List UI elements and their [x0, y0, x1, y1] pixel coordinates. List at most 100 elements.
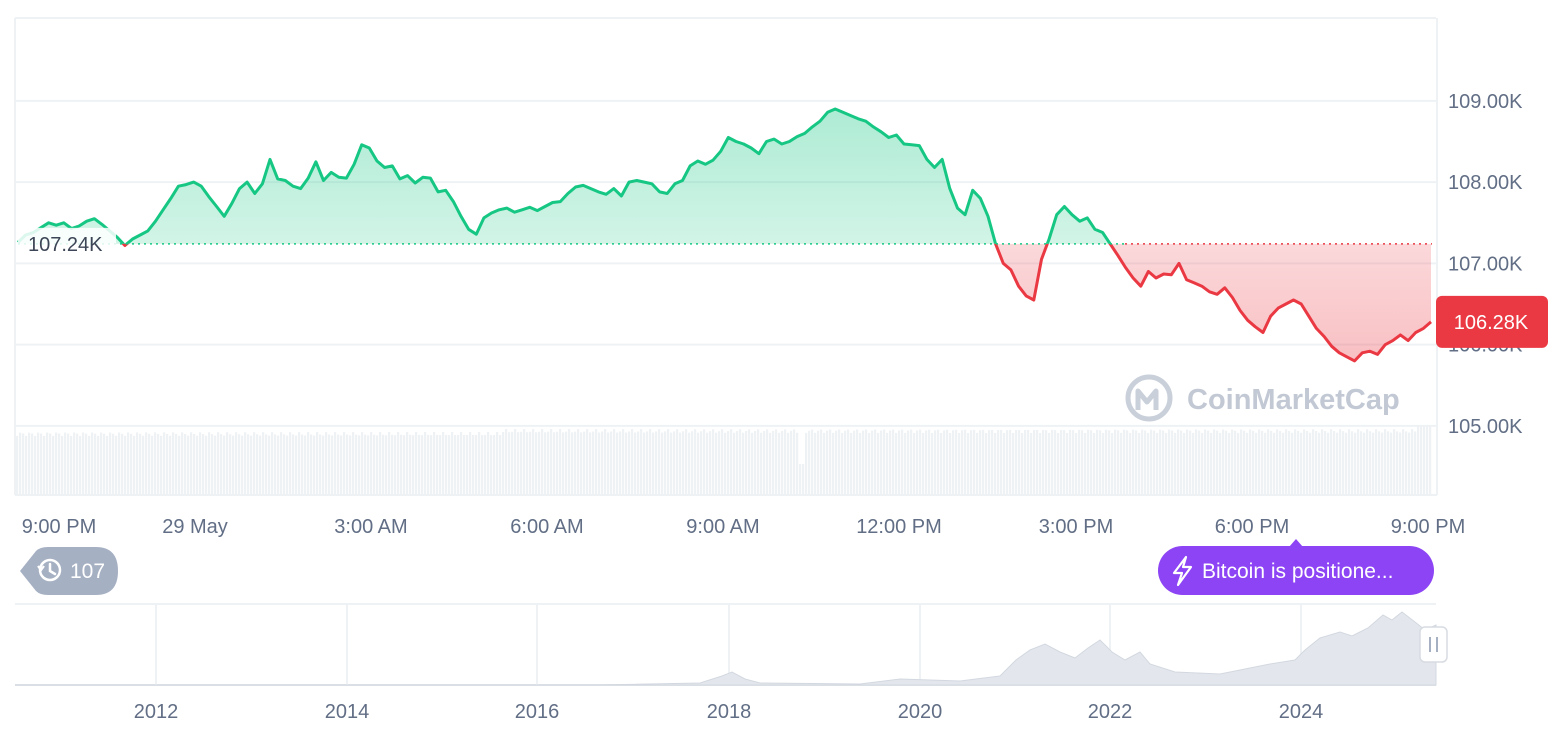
- volume-bar: [1051, 429, 1054, 494]
- volume-bar: [835, 430, 838, 494]
- volume-bar: [421, 435, 424, 494]
- volume-bar: [325, 432, 328, 494]
- volume-bar: [619, 431, 622, 494]
- volume-bar: [1063, 430, 1066, 494]
- price-point: [392, 165, 394, 167]
- volume-bar: [625, 432, 628, 494]
- volume-bar: [190, 432, 193, 494]
- price-point: [964, 214, 966, 216]
- volume-bar: [889, 430, 892, 494]
- volume-bar: [955, 429, 958, 494]
- price-point: [1423, 328, 1425, 330]
- volume-bar: [478, 432, 481, 494]
- volume-bar: [505, 429, 508, 494]
- volume-bar: [1135, 430, 1138, 494]
- volume-bar: [1144, 430, 1147, 494]
- volume-bar: [427, 434, 430, 494]
- volume-bars: [16, 426, 1432, 494]
- price-point: [659, 191, 661, 193]
- volume-bar: [922, 432, 925, 494]
- price-point: [567, 193, 569, 195]
- volume-bar: [1237, 432, 1240, 494]
- volume-bar: [31, 433, 34, 494]
- volume-bar: [385, 435, 388, 494]
- volume-bar: [892, 429, 895, 494]
- volume-bar: [331, 435, 334, 494]
- volume-bar: [1423, 426, 1426, 494]
- price-point: [1407, 340, 1409, 342]
- volume-bar: [1168, 429, 1171, 494]
- price-point: [376, 160, 378, 162]
- volume-bar: [262, 432, 265, 494]
- volume-bar: [976, 432, 979, 494]
- volume-bar: [700, 431, 703, 494]
- navigator-handle-icon[interactable]: [1419, 626, 1448, 663]
- price-point: [1270, 315, 1272, 317]
- price-point: [1308, 315, 1310, 317]
- volume-bar: [379, 432, 382, 494]
- navigator[interactable]: 2012 2014 2016 2018 2020 2022 2024: [15, 603, 1448, 723]
- volume-bar: [442, 432, 445, 494]
- volume-bar: [67, 433, 70, 494]
- volume-bar: [1387, 431, 1390, 494]
- volume-bar: [202, 434, 205, 494]
- price-point: [86, 220, 88, 222]
- history-badge[interactable]: 107: [20, 547, 118, 595]
- volume-bar: [277, 435, 280, 494]
- volume-bar: [1054, 430, 1057, 494]
- volume-bar: [1084, 432, 1087, 494]
- volume-bar: [214, 435, 217, 494]
- volume-bar: [934, 430, 937, 494]
- volume-bar: [451, 432, 454, 494]
- volume-bar: [811, 429, 814, 494]
- y-tick-label: 109.00K: [1448, 91, 1523, 113]
- volume-bar: [1303, 429, 1306, 494]
- price-point: [277, 178, 279, 180]
- price-point: [453, 201, 455, 203]
- price-point: [544, 206, 546, 208]
- volume-bar: [1321, 429, 1324, 494]
- price-point: [1239, 310, 1241, 312]
- volume-bar: [343, 432, 346, 494]
- volume-bar: [76, 433, 79, 494]
- volume-bar: [22, 433, 25, 494]
- volume-bar: [1180, 430, 1183, 494]
- news-pill[interactable]: Bitcoin is positione...: [1158, 539, 1434, 595]
- volume-bar: [661, 432, 664, 494]
- price-point: [827, 112, 829, 114]
- price-point: [384, 167, 386, 169]
- volume-bar: [622, 429, 625, 494]
- volume-bar: [667, 429, 670, 494]
- volume-bar: [121, 433, 124, 494]
- volume-bar: [862, 430, 865, 494]
- volume-bar: [253, 432, 256, 494]
- price-point: [1003, 263, 1005, 265]
- volume-bar: [787, 432, 790, 494]
- volume-bar: [1318, 432, 1321, 494]
- price-point: [728, 137, 730, 139]
- volume-bar: [199, 432, 202, 494]
- volume-bar: [676, 429, 679, 494]
- volume-bar: [1267, 429, 1270, 494]
- price-point: [789, 141, 791, 143]
- price-point: [147, 230, 149, 232]
- x-tick-label: 9:00 AM: [686, 516, 759, 538]
- volume-bar: [133, 435, 136, 494]
- volume-bar: [1348, 429, 1351, 494]
- volume-bar: [586, 429, 589, 494]
- volume-bar: [1030, 432, 1033, 494]
- price-point: [1010, 269, 1012, 271]
- price-point: [796, 136, 798, 138]
- volume-bar: [439, 435, 442, 494]
- volume-bar: [160, 435, 163, 494]
- price-point: [1247, 320, 1249, 322]
- volume-bar: [1039, 432, 1042, 494]
- volume-bar: [703, 429, 706, 494]
- volume-bar: [733, 432, 736, 494]
- price-point: [254, 193, 256, 195]
- volume-bar: [151, 435, 154, 494]
- volume-bar: [724, 432, 727, 494]
- volume-bar: [1327, 432, 1330, 494]
- price-point: [1048, 238, 1050, 240]
